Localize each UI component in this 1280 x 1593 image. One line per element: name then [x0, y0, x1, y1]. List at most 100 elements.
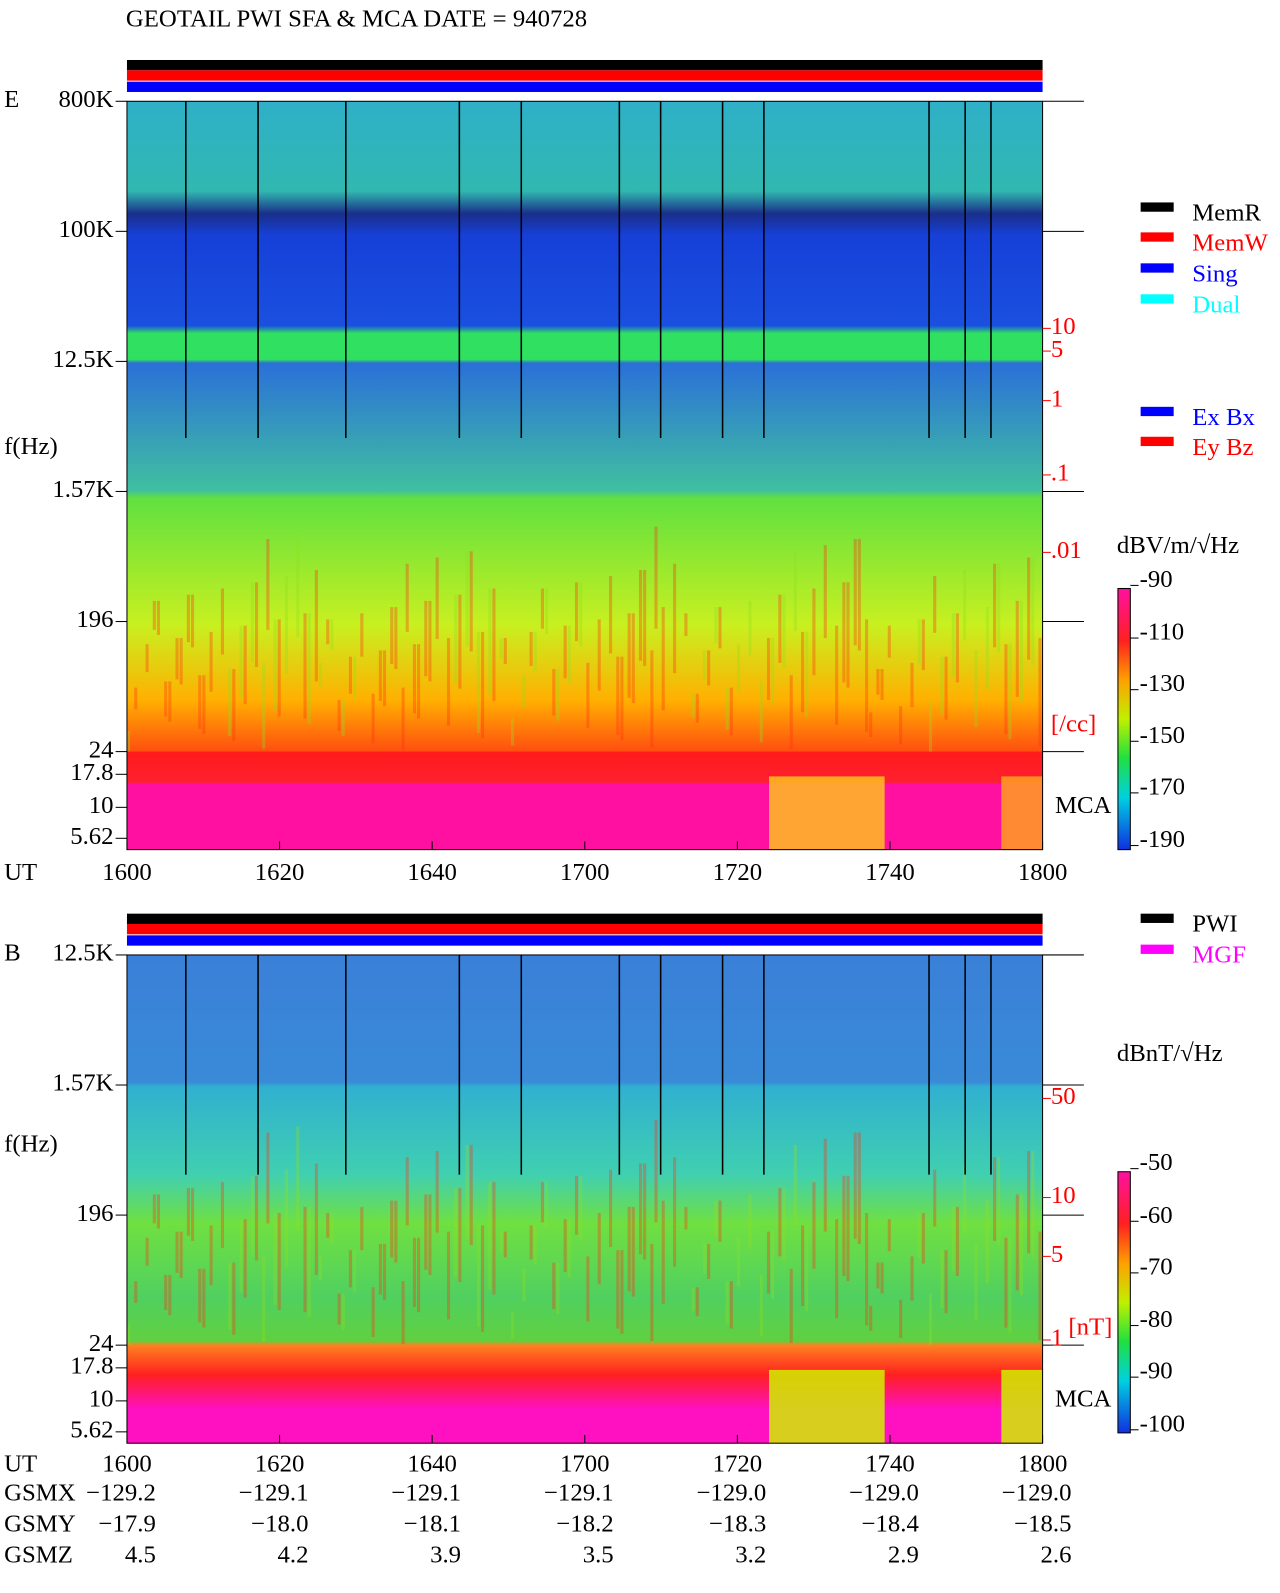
- texture: [835, 625, 839, 725]
- orbit-value: −129.1: [391, 1480, 461, 1507]
- legend-swatch: [1140, 913, 1174, 923]
- texture: [707, 1243, 711, 1280]
- texture: [707, 650, 711, 686]
- colorbar-tick-label: -190: [1140, 826, 1185, 853]
- texture: [556, 669, 560, 721]
- texture: [597, 619, 601, 691]
- colorbar-tick-label: -110: [1140, 619, 1184, 646]
- colorbar-tick-label: -100: [1140, 1410, 1185, 1437]
- x-tick-label: 1700: [560, 859, 610, 886]
- texture: [360, 613, 364, 657]
- texture: [476, 631, 480, 734]
- texture: [152, 600, 156, 630]
- texture: [631, 613, 635, 704]
- y-tick-label: 17.8: [70, 759, 113, 786]
- y-tick-label: 100K: [59, 216, 114, 243]
- mca-block: [769, 1369, 885, 1444]
- texture: [134, 1281, 138, 1303]
- x-tick-label: 1620: [255, 1451, 305, 1478]
- colorbar-tick-label: -90: [1140, 1358, 1173, 1385]
- texture: [748, 600, 752, 656]
- texture: [417, 1237, 421, 1313]
- texture: [737, 1237, 741, 1287]
- x-tick-label: 1800: [1018, 1451, 1068, 1478]
- texture: [424, 600, 428, 677]
- texture: [277, 1213, 281, 1311]
- texture: [307, 1206, 311, 1318]
- y-tick-label: 24: [89, 1330, 114, 1357]
- texture: [718, 1200, 722, 1242]
- texture: [782, 594, 786, 668]
- texture: [488, 1182, 492, 1290]
- texture: [552, 669, 556, 716]
- x-tick-label: 1720: [713, 859, 763, 886]
- right-scale-label: 5: [1051, 1241, 1063, 1268]
- texture: [348, 1250, 352, 1288]
- texture: [303, 1206, 307, 1313]
- texture: [929, 699, 933, 752]
- texture: [446, 1231, 451, 1320]
- texture: [650, 650, 654, 748]
- texture: [597, 1213, 601, 1285]
- texture: [353, 1250, 357, 1293]
- texture: [186, 1188, 190, 1236]
- orbit-value: −18.5: [1014, 1510, 1071, 1537]
- x-tick-label: 1600: [102, 859, 152, 886]
- orbit-label: GSMY: [4, 1510, 76, 1537]
- texture: [134, 687, 138, 710]
- texture: [228, 669, 232, 737]
- texture: [793, 1144, 797, 1225]
- texture: [145, 644, 149, 673]
- legend-label: MemR: [1192, 200, 1261, 227]
- texture: [1004, 644, 1008, 735]
- orbit-value: 2.9: [888, 1541, 919, 1568]
- colorbar-tick-label: -170: [1140, 773, 1185, 800]
- texture: [876, 669, 880, 695]
- texture: [545, 588, 549, 634]
- texture: [378, 1243, 382, 1295]
- texture: [382, 1243, 387, 1300]
- texture: [974, 1243, 978, 1321]
- legend-swatch: [1140, 232, 1174, 242]
- texture: [1004, 1237, 1008, 1328]
- mca-block: [1001, 776, 1043, 850]
- texture: [993, 563, 997, 648]
- texture: [220, 588, 224, 655]
- texture: [673, 1157, 677, 1267]
- texture: [880, 669, 884, 700]
- orbit-value: −129.1: [544, 1480, 614, 1507]
- texture: [458, 594, 462, 689]
- texture: [545, 1182, 549, 1228]
- texture: [616, 656, 620, 736]
- texture: [586, 1256, 590, 1322]
- colorbar-tick-label: -80: [1140, 1306, 1173, 1333]
- legend-label: Sing: [1192, 260, 1237, 287]
- texture: [503, 638, 507, 664]
- texture: [563, 1219, 567, 1272]
- texture: [175, 1231, 179, 1273]
- texture: [627, 613, 631, 698]
- right-scale-label: 1: [1051, 1325, 1063, 1352]
- texture: [454, 1188, 458, 1278]
- texture: [164, 1274, 168, 1311]
- texture: [997, 1157, 1001, 1247]
- texture: [766, 638, 771, 700]
- texture: [454, 594, 458, 684]
- orbit-label: GSMZ: [4, 1541, 73, 1568]
- y-tick-label: 10: [89, 1386, 114, 1413]
- x-tick-label: 1700: [560, 1451, 610, 1478]
- texture: [654, 1120, 658, 1223]
- colorbar: [1117, 587, 1131, 851]
- texture: [574, 582, 579, 642]
- texture: [718, 607, 722, 649]
- x-tick-label: 1720: [713, 1451, 763, 1478]
- texture: [944, 1250, 948, 1314]
- right-scale-label: .01: [1051, 537, 1082, 564]
- texture: [638, 1163, 643, 1255]
- texture: [277, 619, 281, 717]
- texture: [729, 1281, 733, 1329]
- x-tick-label: 1740: [865, 859, 915, 886]
- texture: [156, 600, 160, 635]
- texture: [955, 613, 959, 683]
- texture: [579, 1175, 583, 1240]
